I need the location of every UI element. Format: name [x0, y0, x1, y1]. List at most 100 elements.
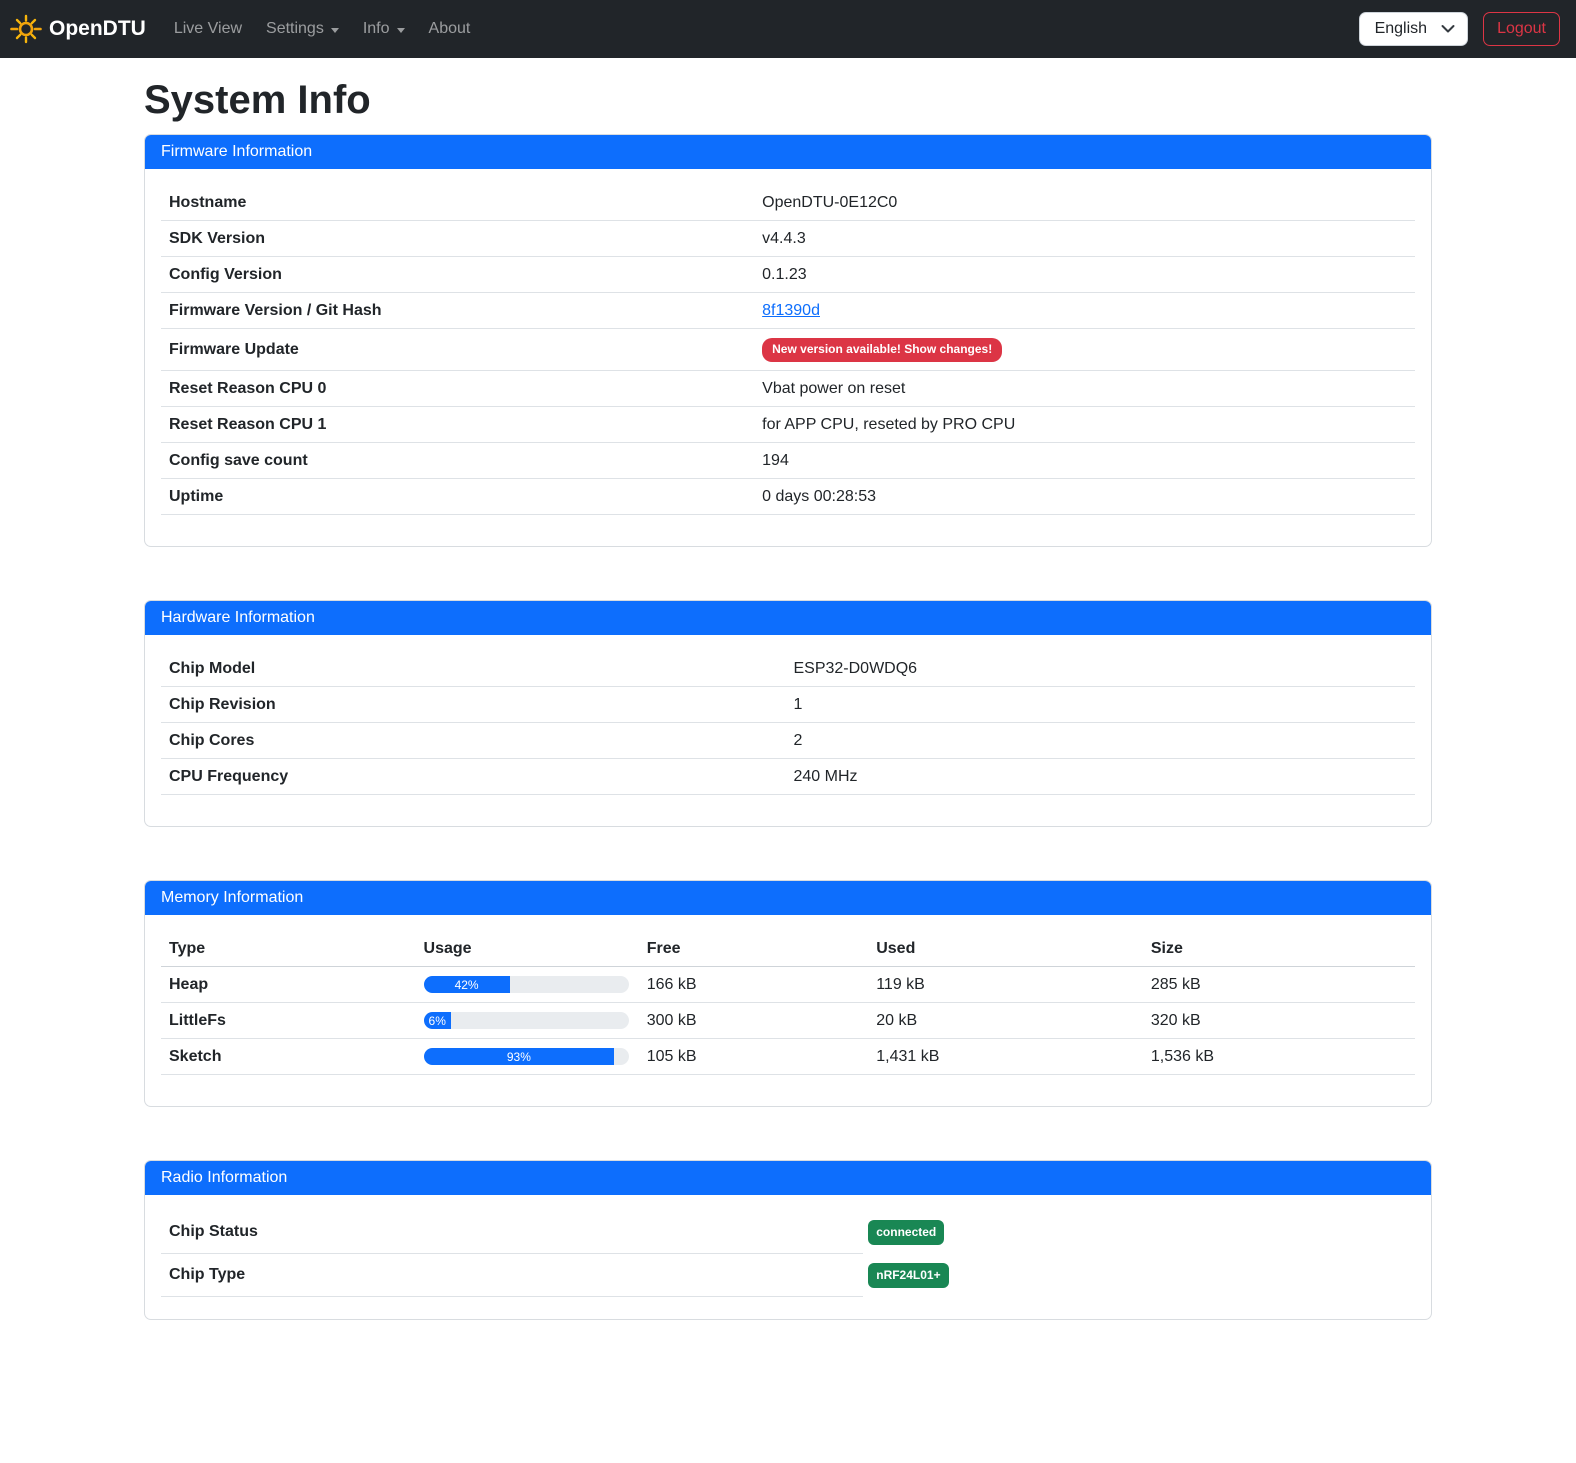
row-label: Reset Reason CPU 1 — [169, 415, 327, 433]
column-header-usage: Usage — [423, 939, 472, 957]
table-row-heap: Heap 42% 166 kB 119 kB 285 kB — [161, 967, 1415, 1003]
navbar: OpenDTU Live View Settings Info About En… — [0, 0, 1576, 58]
nav-menu: Live View Settings Info About — [164, 12, 1359, 46]
memory-used-value: 20 kB — [876, 1011, 918, 1029]
littlefs-progress-fill: 6% — [423, 1012, 451, 1029]
brand-link[interactable]: OpenDTU — [10, 13, 146, 45]
firmware-card-body: Hostname OpenDTU-0E12C0 SDK Version v4.4… — [145, 169, 1431, 546]
column-header-size: Size — [1150, 939, 1183, 957]
heap-progress-fill: 42% — [423, 976, 510, 993]
language-select[interactable]: English — [1358, 12, 1469, 46]
row-label: CPU Frequency — [169, 767, 289, 785]
memory-usage-cell: 6% — [416, 1012, 639, 1029]
table-row-chip-status: Chip Status connected — [161, 1211, 1415, 1254]
hardware-card-body: Chip Model ESP32-D0WDQ6 Chip Revision 1 … — [145, 635, 1431, 826]
row-value: 2 — [793, 731, 803, 749]
logout-button[interactable]: Logout — [1483, 12, 1560, 46]
sketch-progress-fill: 93% — [423, 1048, 615, 1065]
memory-card-header: Memory Information — [145, 881, 1431, 915]
table-row-chip-cores: Chip Cores 2 — [161, 723, 1415, 759]
radio-card-header: Radio Information — [145, 1161, 1431, 1195]
nav-item-live-view[interactable]: Live View — [164, 12, 252, 46]
row-label: Reset Reason CPU 0 — [169, 379, 327, 397]
main-content: System Info Firmware Information Hostnam… — [144, 76, 1432, 1320]
column-header-used: Used — [876, 939, 916, 957]
row-value: 1 — [793, 695, 803, 713]
column-header-type: Type — [169, 939, 206, 957]
row-value: v4.4.3 — [762, 229, 806, 247]
table-row-config-save-count: Config save count 194 — [161, 443, 1415, 479]
row-value: for APP CPU, reseted by PRO CPU — [762, 415, 1016, 433]
nav-item-label: Live View — [173, 20, 243, 37]
row-value: 240 MHz — [793, 767, 858, 785]
chip-type-badge: nRF24L01+ — [868, 1263, 949, 1288]
memory-usage-cell: 42% — [416, 976, 639, 993]
memory-type-label: Sketch — [169, 1047, 222, 1065]
row-value: OpenDTU-0E12C0 — [762, 193, 898, 211]
row-value: 194 — [762, 451, 789, 469]
row-label: Chip Cores — [169, 731, 255, 749]
sketch-progress-bar: 93% — [423, 1048, 629, 1065]
table-row-git-hash: Firmware Version / Git Hash 8f1390d — [161, 293, 1415, 329]
table-row-sdk-version: SDK Version v4.4.3 — [161, 221, 1415, 257]
navbar-right: English Logout — [1358, 12, 1560, 46]
row-value: New version available! Show changes! — [754, 337, 1010, 362]
nav-item-label: Settings — [266, 20, 324, 37]
chevron-down-icon — [1441, 25, 1455, 34]
table-row-cpu-frequency: CPU Frequency 240 MHz — [161, 759, 1415, 795]
memory-type-label: Heap — [169, 975, 209, 993]
chip-status-badge: connected — [868, 1220, 945, 1245]
chevron-down-icon — [330, 27, 339, 33]
row-label: Chip Model — [169, 659, 256, 677]
firmware-card-header: Firmware Information — [145, 135, 1431, 169]
table-row-chip-model: Chip Model ESP32-D0WDQ6 — [161, 651, 1415, 687]
table-row-chip-revision: Chip Revision 1 — [161, 687, 1415, 723]
memory-type-label: LittleFs — [169, 1011, 226, 1029]
chevron-down-icon — [396, 27, 405, 33]
git-hash-link[interactable]: 8f1390d — [762, 301, 820, 319]
firmware-card: Firmware Information Hostname OpenDTU-0E… — [144, 134, 1432, 547]
memory-free-value: 105 kB — [646, 1047, 697, 1065]
table-row-uptime: Uptime 0 days 00:28:53 — [161, 479, 1415, 515]
nav-item-about[interactable]: About — [419, 12, 481, 46]
memory-card: Memory Information Type Usage Free Used … — [144, 880, 1432, 1107]
row-label: Hostname — [169, 193, 247, 211]
row-label: Uptime — [169, 487, 224, 505]
memory-card-body: Type Usage Free Used Size Heap 42% 166 k… — [145, 915, 1431, 1106]
table-row-chip-type: Chip Type nRF24L01+ — [161, 1254, 1415, 1297]
memory-size-value: 1,536 kB — [1150, 1047, 1214, 1065]
row-value: 0.1.23 — [762, 265, 807, 283]
table-row-sketch: Sketch 93% 105 kB 1,431 kB 1,536 kB — [161, 1039, 1415, 1075]
memory-table-header-row: Type Usage Free Used Size — [161, 931, 1415, 967]
row-label: Chip Type — [161, 1254, 864, 1297]
hardware-card: Hardware Information Chip Model ESP32-D0… — [144, 600, 1432, 827]
table-row-reset-reason-cpu0: Reset Reason CPU 0 Vbat power on reset — [161, 371, 1415, 407]
nav-item-label: About — [428, 20, 471, 37]
row-value: ESP32-D0WDQ6 — [793, 659, 918, 677]
firmware-update-badge[interactable]: New version available! Show changes! — [762, 337, 1003, 362]
brand-text: OpenDTU — [49, 17, 146, 40]
memory-size-value: 320 kB — [1150, 1011, 1201, 1029]
radio-card-body: Chip Status connected Chip Type nRF24L01… — [145, 1195, 1431, 1319]
language-select-value: English — [1374, 20, 1428, 37]
table-row-firmware-update: Firmware Update New version available! S… — [161, 329, 1415, 371]
memory-used-value: 119 kB — [876, 975, 925, 993]
hardware-card-header: Hardware Information — [145, 601, 1431, 635]
memory-usage-cell: 93% — [416, 1048, 639, 1065]
nav-item-info[interactable]: Info — [353, 12, 415, 46]
row-label: Config Version — [169, 265, 282, 283]
row-value: 8f1390d — [754, 302, 828, 320]
radio-card: Radio Information Chip Status connected … — [144, 1160, 1432, 1320]
row-label: SDK Version — [169, 229, 266, 247]
column-header-free: Free — [646, 939, 681, 957]
littlefs-progress-bar: 6% — [423, 1012, 629, 1029]
nav-item-settings[interactable]: Settings — [256, 12, 349, 46]
row-label: Firmware Version / Git Hash — [169, 301, 382, 319]
row-label: Firmware Update — [169, 340, 299, 358]
row-label: Chip Revision — [169, 695, 276, 713]
memory-free-value: 166 kB — [646, 975, 697, 993]
page-title: System Info — [144, 78, 371, 122]
table-row-config-version: Config Version 0.1.23 — [161, 257, 1415, 293]
row-label: Chip Status — [161, 1211, 864, 1254]
table-row-hostname: Hostname OpenDTU-0E12C0 — [161, 185, 1415, 221]
